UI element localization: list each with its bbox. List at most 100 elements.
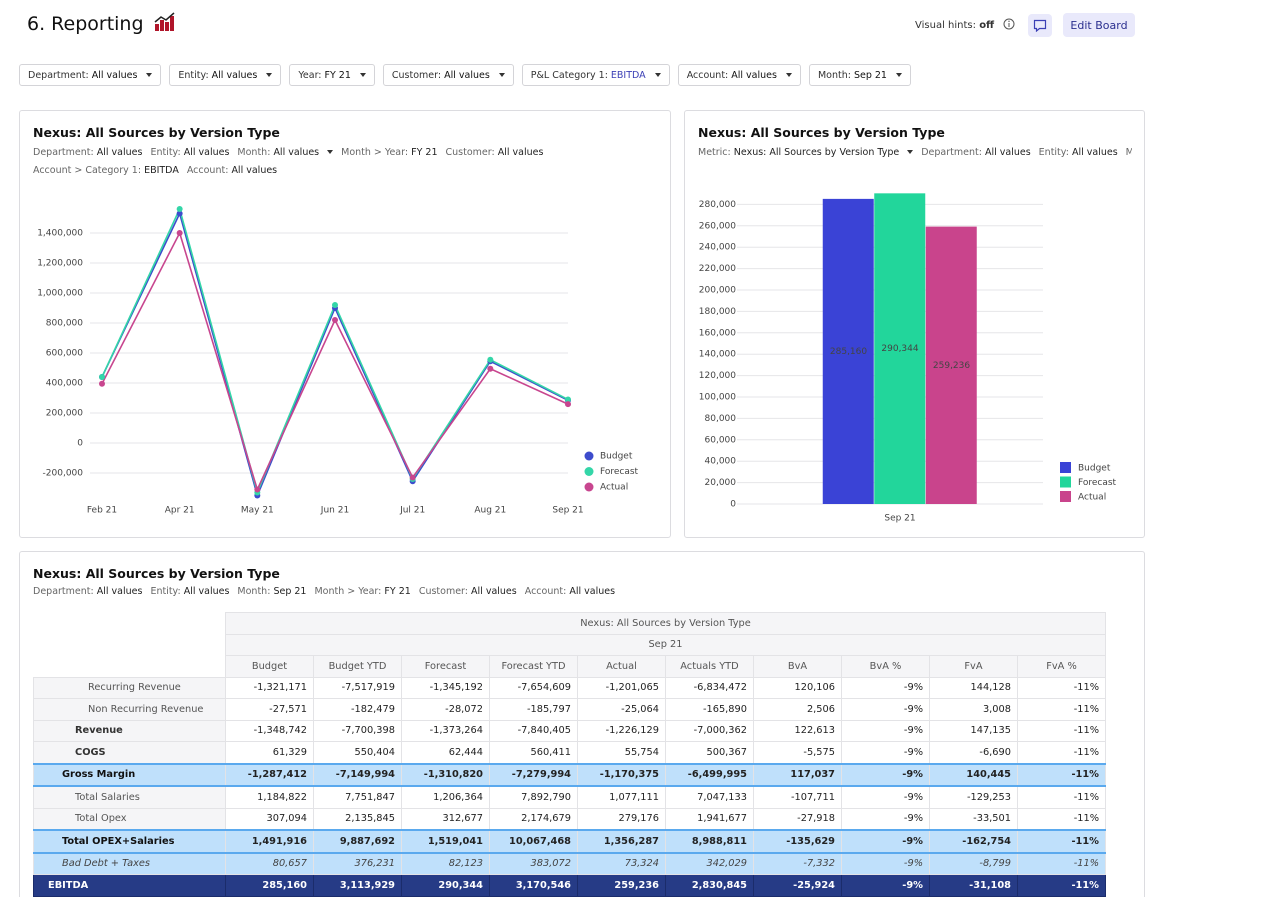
filter-line: Department: All values Entity: All values… [33, 147, 543, 158]
filter-item: Department: All values [33, 586, 142, 597]
column-header: FvA [929, 655, 1018, 678]
filter-label: Entity: [178, 69, 209, 81]
cell: 140,445 [929, 762, 1018, 787]
cell: 7,892,790 [489, 785, 578, 809]
comment-button[interactable] [1028, 14, 1052, 37]
filter-label: Month > Year: [314, 586, 382, 597]
panel-filters: Department: All values Entity: All values… [33, 586, 615, 597]
edit-board-button[interactable]: Edit Board [1063, 13, 1135, 37]
filter-item: Account > Category 1: EBITDA [33, 165, 179, 176]
cell: 10,067,468 [489, 829, 578, 854]
table-row: COGS 61,329 550,404 62,444 560,411 55,754 500,… [33, 741, 1106, 764]
cell: -7,517,919 [313, 676, 402, 699]
table-row: Total OPEX+Salaries 1,491,916 9,887,692 1,5… [33, 829, 1106, 854]
cell: -6,690 [929, 741, 1018, 764]
caret [327, 150, 334, 154]
cell: -185,797 [489, 698, 578, 721]
filter-item: Metric: Nexus: All Sources by Version Ty… [698, 147, 914, 158]
filter-value: All values [984, 147, 1031, 158]
hints-value: off [979, 20, 995, 31]
table-row: EBITDA 285,160 3,113,929 290,344 3,170,546 25… [33, 874, 1106, 897]
cell: -9% [841, 719, 930, 742]
cell: 2,830,845 [665, 874, 754, 897]
cell: -1,321,171 [225, 676, 314, 699]
filter-pill[interactable]: Entity: All values [169, 64, 282, 86]
cell: 3,170,546 [489, 874, 578, 897]
filter-label: Entity: [1038, 147, 1069, 158]
cell: 117,037 [753, 762, 842, 787]
filter-item: Month: All values [237, 147, 334, 158]
caret [907, 150, 914, 154]
corner [33, 634, 226, 656]
cell: -9% [841, 762, 930, 787]
cell: -1,373,264 [401, 719, 490, 742]
filter-pill[interactable]: Month: Sep 21 [808, 64, 911, 86]
filter-value: All values [731, 69, 777, 81]
visual-hints[interactable]: Visual hints: off [915, 18, 1015, 31]
filter-label: Account > Category 1: [33, 165, 142, 176]
filter-label: Metric: [698, 147, 731, 158]
cell: -162,754 [929, 829, 1018, 854]
comment-icon [1033, 19, 1047, 32]
table-row: Recurring Revenue -1,321,171 -7,517,919 -1,… [33, 676, 1106, 699]
cell: -9% [841, 698, 930, 721]
row-label: Total Salaries [33, 785, 226, 809]
cell: -1,170,375 [577, 762, 666, 787]
filter-value: All values [1071, 147, 1118, 158]
row-label: Recurring Revenue [33, 676, 226, 699]
filter-item: Month > Year: FY 21 [341, 147, 437, 158]
cell: -27,571 [225, 698, 314, 721]
cell: 383,072 [489, 852, 578, 875]
title-text: 6. Reporting [27, 13, 144, 35]
cell: 82,123 [401, 852, 490, 875]
pivot-table: Nexus: All Sources by Version Type Sep 21… [33, 612, 1106, 897]
filter-value: EBITDA [144, 165, 179, 176]
filter-label: Month: [237, 147, 271, 158]
filter-value: All values [471, 586, 517, 597]
caret [359, 73, 366, 77]
table-row: Non Recurring Revenue -27,571 -182,479 -28,… [33, 698, 1106, 721]
filter-value: All values [96, 586, 143, 597]
filter-label: Customer: [445, 147, 495, 158]
filter-pill[interactable]: Account: All values [677, 64, 801, 86]
filter-value: FY 21 [384, 586, 411, 597]
cell: 307,094 [225, 807, 314, 831]
cell: -5,575 [753, 741, 842, 764]
filter-pill[interactable]: Customer: All values [382, 64, 514, 86]
filter-pill[interactable]: P&L Category 1: EBITDA [521, 64, 670, 86]
filter-value: FY 21 [324, 69, 351, 81]
filter-pill[interactable]: Department: All values [19, 64, 162, 86]
cell: 560,411 [489, 741, 578, 764]
cell: -7,654,609 [489, 676, 578, 699]
filter-label: Month: [237, 586, 271, 597]
filter-label: Department: [28, 69, 89, 81]
filter-value: All values [497, 147, 544, 158]
panel-filters: Department: All values Entity: All values… [33, 147, 543, 183]
cell: 500,367 [665, 741, 754, 764]
cell: -182,479 [313, 698, 402, 721]
cell: -7,149,994 [313, 762, 402, 787]
filter-value: All values [273, 147, 320, 158]
table-row: Bad Debt + Taxes 80,657 376,231 82,123 383,0… [33, 852, 1106, 875]
cell: -11% [1017, 698, 1106, 721]
cell: -165,890 [665, 698, 754, 721]
filter-item: Month > Year: FY 21 [314, 586, 410, 597]
filter-pill[interactable]: Year: FY 21 [289, 64, 375, 86]
filter-label: Customer: [418, 586, 468, 597]
cell: 2,174,679 [489, 807, 578, 831]
panel-title: Nexus: All Sources by Version Type [698, 125, 945, 140]
caret [146, 73, 153, 77]
filter-label: Department: [921, 147, 982, 158]
table-row: Total Opex 307,094 2,135,845 312,677 2,174,6… [33, 807, 1106, 831]
filter-label: Department: [33, 586, 94, 597]
filter-label: Year: [298, 69, 322, 81]
line-panel: Nexus: All Sources by Version Type Depar… [19, 110, 671, 538]
filter-label: Month: [817, 69, 851, 81]
filter-line: Account > Category 1: EBITDA Account: All… [33, 165, 543, 176]
cell: 7,751,847 [313, 785, 402, 809]
cell: 285,160 [225, 874, 314, 897]
filter-item: Customer: All values [446, 147, 544, 158]
row-label: Gross Margin [33, 762, 226, 787]
table-row: Gross Margin -1,287,412 -7,149,994 -1,310,8… [33, 762, 1106, 787]
page-title: 6. Reporting [27, 12, 176, 35]
